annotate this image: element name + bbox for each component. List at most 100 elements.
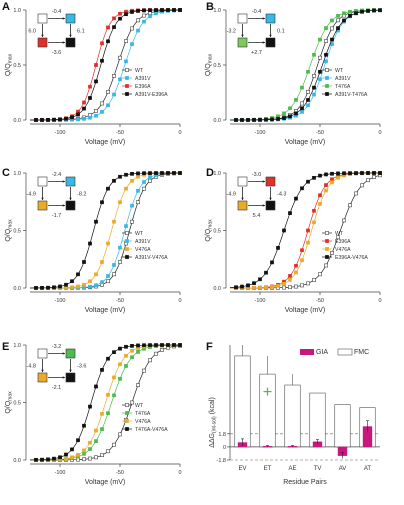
data-point-A391V-E396A bbox=[142, 8, 146, 13]
data-point-V476A bbox=[94, 428, 98, 433]
series-line-T476A-V476A bbox=[30, 344, 180, 461]
data-point-WT bbox=[282, 285, 286, 290]
panel-letter-E: E bbox=[2, 341, 9, 353]
series-line-A391V bbox=[30, 172, 180, 289]
data-point-A391V-T476A bbox=[246, 118, 250, 122]
data-point-WT bbox=[112, 272, 116, 277]
data-point-E396A-V476A bbox=[336, 171, 340, 176]
data-point-WT bbox=[360, 183, 364, 188]
data-point-V476A bbox=[112, 219, 116, 224]
x-tick-label: -50 bbox=[116, 130, 124, 136]
legend-label-gia: GIA bbox=[316, 349, 328, 356]
data-point-A391V-T476A bbox=[318, 69, 322, 74]
data-point-WT bbox=[118, 55, 122, 60]
data-point-WT bbox=[330, 26, 334, 31]
legend-marker bbox=[125, 231, 129, 235]
data-point-WT bbox=[336, 18, 340, 23]
series-line-T476A bbox=[230, 9, 380, 121]
data-point-V476A bbox=[330, 180, 334, 185]
series-line-A391V-E396A bbox=[30, 9, 180, 121]
data-point-T476A-V476A bbox=[94, 384, 98, 389]
data-point-WT bbox=[306, 281, 310, 286]
cycle-label-bottom: -1.7 bbox=[52, 213, 61, 219]
data-point-A391V-V476A bbox=[112, 178, 116, 183]
data-point-T476A-V476A bbox=[124, 344, 128, 349]
data-point-A391V-V476A bbox=[142, 171, 146, 176]
series-line-WT bbox=[30, 9, 180, 121]
cycle-arrow-right-head bbox=[69, 197, 72, 200]
data-point-E396A-V476A bbox=[318, 173, 322, 178]
series-line-A391V bbox=[230, 9, 381, 121]
legend-label: A391V-V476A bbox=[135, 255, 168, 261]
data-point-WT bbox=[94, 109, 98, 113]
data-point-A391V-E396A bbox=[118, 16, 122, 21]
y-axis-label: Q/Qmax bbox=[205, 219, 214, 242]
data-point-A391V bbox=[100, 110, 104, 114]
y-tick-label: 1.0 bbox=[13, 171, 21, 177]
x-tick-label: -100 bbox=[254, 298, 265, 304]
data-point-T476A bbox=[94, 439, 98, 443]
data-point-E396A bbox=[112, 16, 116, 21]
data-point-WT bbox=[312, 278, 316, 282]
y-axis-label-main: Q/Q bbox=[205, 228, 212, 241]
cycle-box-tr bbox=[65, 13, 76, 24]
y-axis-label-main: Q/Q bbox=[5, 63, 12, 76]
cycle-box-tl bbox=[237, 176, 248, 187]
data-point-WT bbox=[348, 203, 352, 208]
category-label: TV bbox=[314, 466, 322, 472]
data-point-WT bbox=[130, 219, 134, 224]
data-point-A391V bbox=[94, 113, 98, 118]
cycle-arrow-left-head bbox=[41, 197, 44, 200]
data-point-E396A bbox=[94, 63, 98, 67]
data-point-A391V-T476A bbox=[294, 111, 298, 116]
legend-marker bbox=[125, 76, 129, 80]
data-point-T476A-V476A bbox=[148, 343, 152, 347]
cycle-label-right: -3.6 bbox=[77, 364, 86, 370]
data-point-T476A-V476A bbox=[130, 344, 134, 348]
legend-label: T476A bbox=[135, 411, 151, 417]
data-point-WT bbox=[136, 200, 140, 205]
cycle-arrow-right-head bbox=[69, 34, 72, 37]
data-point-T476A bbox=[336, 14, 340, 18]
data-point-T476A bbox=[294, 98, 298, 102]
data-point-T476A-V476A bbox=[82, 423, 86, 428]
data-point-WT bbox=[318, 272, 322, 277]
y-axis-label-sub: (int-sol) bbox=[212, 416, 218, 433]
data-point-V476A bbox=[288, 277, 292, 282]
legend-label: A391V bbox=[135, 76, 151, 82]
legend-marker bbox=[125, 403, 129, 407]
data-point-T476A bbox=[124, 364, 128, 368]
data-point-T476A-V476A bbox=[58, 455, 62, 460]
data-point-T476A-V476A bbox=[52, 456, 56, 461]
data-point-E396A bbox=[88, 84, 92, 89]
data-point-A391V-E396A bbox=[40, 118, 44, 122]
data-point-T476A-V476A bbox=[88, 404, 92, 409]
cycle-box-tr bbox=[65, 348, 76, 359]
x-tick-label: -50 bbox=[116, 298, 124, 304]
category-label: AT bbox=[364, 466, 372, 472]
cycle-arrow-left-head bbox=[41, 34, 44, 37]
data-point-E396A-V476A bbox=[330, 171, 334, 176]
data-point-V476A bbox=[124, 186, 128, 191]
data-point-V476A bbox=[276, 284, 280, 288]
data-point-A391V-E396A bbox=[130, 10, 134, 14]
data-point-WT bbox=[372, 175, 376, 179]
data-point-WT bbox=[342, 218, 346, 223]
data-point-A391V bbox=[136, 28, 140, 33]
data-point-WT bbox=[106, 449, 110, 454]
data-point-E396A-V476A bbox=[282, 228, 286, 233]
data-point-A391V-V476A bbox=[166, 171, 170, 175]
data-point-WT bbox=[142, 13, 146, 18]
x-axis-label: Voltage (mV) bbox=[285, 139, 325, 146]
data-point-E396A-V476A bbox=[276, 246, 280, 250]
cycle-box-br bbox=[265, 200, 276, 211]
y-tick-label: -1.8 bbox=[217, 458, 226, 464]
data-point-A391V bbox=[82, 116, 86, 121]
data-point-WT bbox=[306, 89, 310, 94]
data-point-A391V-T476A bbox=[372, 8, 376, 13]
legend-marker bbox=[325, 68, 329, 72]
data-point-T476A-V476A bbox=[64, 452, 68, 457]
x-axis-label: Voltage (mV) bbox=[285, 307, 325, 314]
y-axis-label: Q/Qmax bbox=[5, 53, 14, 76]
cycle-arrow-right-head bbox=[269, 197, 272, 200]
